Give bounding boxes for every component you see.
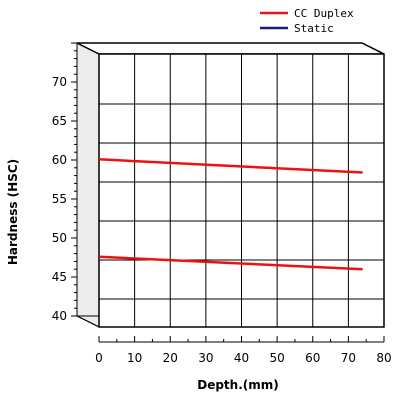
x-tick-label: 10 xyxy=(127,351,142,365)
x-tick-label: 30 xyxy=(198,351,213,365)
y-axis: 40 45 50 55 60 65 70 xyxy=(52,42,78,323)
x-tick-label: 20 xyxy=(163,351,178,365)
legend-label: CC Duplex xyxy=(294,7,354,20)
left-wall xyxy=(76,42,100,328)
x-tick-label: 70 xyxy=(341,351,356,365)
y-tick-label: 50 xyxy=(52,231,67,245)
x-tick-label: 60 xyxy=(305,351,320,365)
y-tick-label: 45 xyxy=(52,270,67,284)
x-axis-title: Depth.(mm) xyxy=(197,378,279,392)
x-tick-label: 50 xyxy=(269,351,284,365)
legend-label: Static xyxy=(294,22,334,35)
series-line xyxy=(98,158,363,174)
y-tick-label: 40 xyxy=(52,309,67,323)
x-tick-label: 80 xyxy=(376,351,391,365)
y-tick-label: 65 xyxy=(52,114,67,128)
y-tick-label: 70 xyxy=(52,75,67,89)
x-tick-label: 0 xyxy=(95,351,103,365)
y-axis-title: Hardness (HSC) xyxy=(6,159,20,265)
series-line xyxy=(98,255,363,271)
x-axis: 0 10 20 30 40 50 60 70 80 xyxy=(95,336,392,365)
data-series xyxy=(98,158,363,271)
legend: CC Duplex Static xyxy=(260,7,354,35)
x-tick-label: 40 xyxy=(234,351,249,365)
y-tick-label: 55 xyxy=(52,192,67,206)
y-tick-label: 60 xyxy=(52,153,67,167)
top-face xyxy=(76,42,385,55)
chart-3d-box xyxy=(76,42,385,328)
